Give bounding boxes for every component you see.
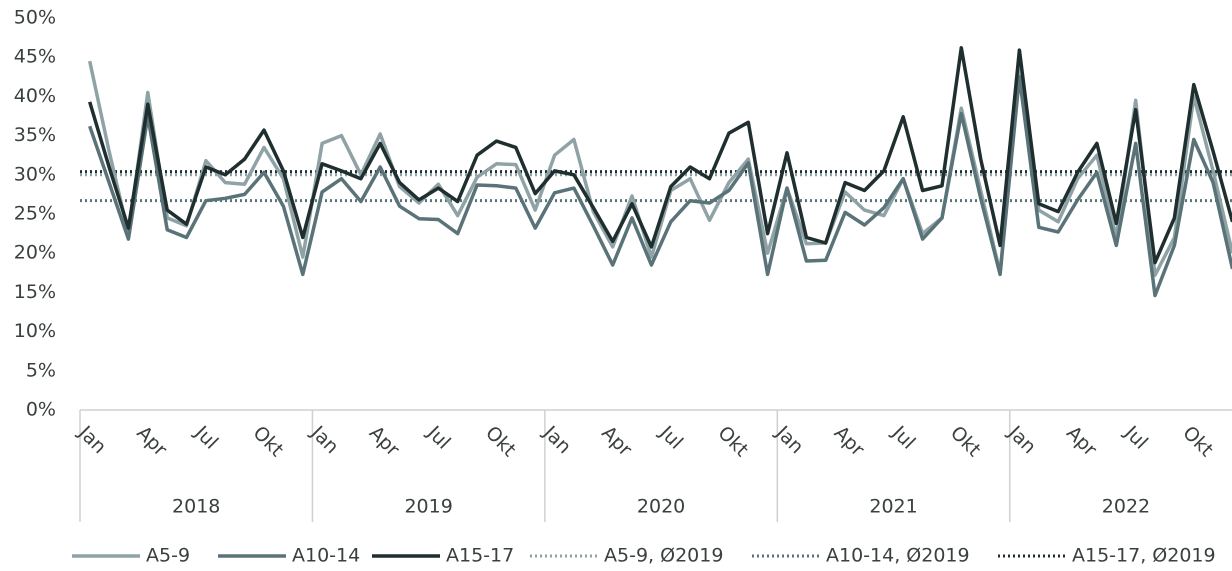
y-tick-label: 40% <box>14 85 56 107</box>
x-tick-label: Jul <box>655 421 687 453</box>
year-label: 2019 <box>404 496 452 518</box>
x-tick-label: Jul <box>1120 421 1152 453</box>
year-label: 2022 <box>1102 496 1150 518</box>
y-tick-label: 35% <box>14 124 56 146</box>
y-tick-label: 5% <box>26 359 56 381</box>
x-tick-label: Jul <box>887 421 919 453</box>
y-tick-label: 10% <box>14 320 56 342</box>
x-tick-label: Jan <box>306 421 343 458</box>
x-tick-label: Okt <box>481 422 520 461</box>
year-label: 2018 <box>172 496 220 518</box>
series-line <box>88 75 1232 298</box>
x-tick-label: Okt <box>1178 422 1217 461</box>
x-tick-label: Jul <box>190 421 222 453</box>
x-tick-label: Jan <box>771 421 808 458</box>
y-tick-label: 45% <box>14 46 56 68</box>
x-tick-label: Okt <box>946 422 985 461</box>
legend-label: A15-17 <box>446 545 514 567</box>
x-tick-label: Okt <box>713 422 752 461</box>
legend-label: A15-17, Ø2019 <box>1072 545 1216 567</box>
y-tick-label: 50% <box>14 7 56 29</box>
legend-label: A5-9, Ø2019 <box>604 545 723 567</box>
y-tick-label: 25% <box>14 203 56 225</box>
y-tick-label: 0% <box>26 399 56 421</box>
x-tick-label: Apr <box>132 422 171 461</box>
y-tick-label: 20% <box>14 242 56 264</box>
x-tick-label: Jul <box>422 421 454 453</box>
x-tick-label: Apr <box>597 422 636 461</box>
x-tick-label: Apr <box>1062 422 1101 461</box>
x-tick-label: Okt <box>249 422 288 461</box>
y-tick-label: 30% <box>14 163 56 185</box>
year-label: 2021 <box>869 496 917 518</box>
x-tick-label: Apr <box>365 422 404 461</box>
legend-label: A10-14, Ø2019 <box>826 545 970 567</box>
series-line <box>88 46 1232 265</box>
legend-label: A10-14 <box>292 545 360 567</box>
series-line <box>87 60 1232 277</box>
x-tick-label: Jan <box>1003 421 1040 458</box>
legend-label: A5-9 <box>146 545 190 567</box>
y-tick-label: 15% <box>14 281 56 303</box>
x-tick-label: Apr <box>830 422 869 461</box>
x-tick-label: Jan <box>538 421 575 458</box>
year-label: 2020 <box>637 496 685 518</box>
x-tick-label: Jan <box>74 421 111 458</box>
